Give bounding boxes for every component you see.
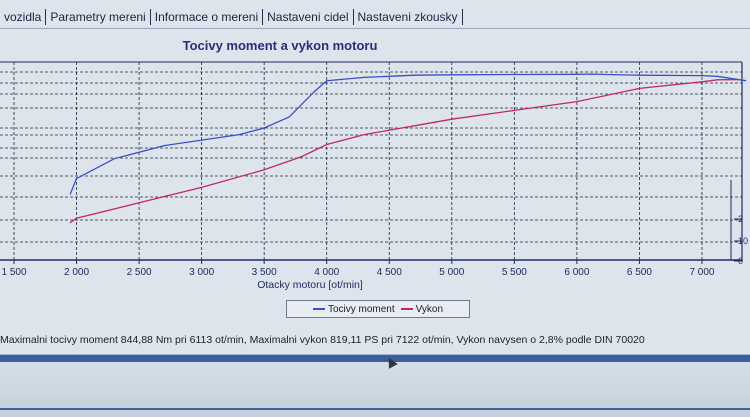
series-point: [75, 217, 78, 219]
x-tick-label: 3 500: [252, 267, 277, 278]
tab-separator: [461, 9, 463, 25]
tab-separator: [45, 9, 47, 25]
x-axis-label: Otacky motoru [ot/min]: [257, 279, 363, 291]
series-point: [451, 74, 453, 76]
series-point: [513, 73, 515, 76]
series-point: [326, 143, 328, 146]
x-tick-label: 2 000: [64, 267, 89, 278]
tab-separator: [352, 9, 354, 25]
series-point: [138, 202, 140, 204]
x-tick-label: 6 000: [564, 267, 589, 278]
series-point: [576, 73, 578, 75]
series-point: [716, 79, 718, 81]
x-tick-label: 1 500: [1, 267, 26, 278]
x-tick-label: 6 500: [627, 267, 652, 278]
legend-swatch-power: [400, 308, 413, 310]
right-tick-label: 0: [738, 256, 743, 266]
tab-nastaveni-zkousky[interactable]: Nastaveni zkousky: [357, 10, 458, 24]
series-point: [701, 75, 703, 77]
series-point: [451, 118, 453, 120]
tab-nastaveni-cidel[interactable]: Nastaveni cidel: [267, 10, 349, 24]
tab-separator: [262, 9, 264, 25]
bottom-panel-border: [0, 408, 750, 410]
right-tick-label: 10: [738, 236, 748, 246]
x-tick-label: 7 000: [689, 267, 714, 278]
series-point: [413, 74, 415, 76]
series-line-power: [69, 78, 740, 224]
chart-axes: [0, 61, 743, 261]
series-point: [716, 75, 718, 77]
legend-label-power: Vykon: [415, 303, 444, 315]
status-summary: Maximalni tocivy moment 844,88 Nm pri 61…: [0, 334, 645, 346]
series-point: [288, 116, 290, 118]
series-line-torque: [69, 73, 746, 195]
chart-grid: [0, 62, 742, 260]
x-tick-label: 2 500: [127, 267, 152, 278]
series-point: [263, 169, 265, 171]
series-point: [701, 81, 703, 83]
tab-separator: [149, 9, 151, 25]
tab-vozidla[interactable]: vozidla: [4, 10, 42, 24]
series-point: [326, 80, 328, 82]
legend-label-torque: Tocivy moment: [327, 303, 395, 315]
series-point: [69, 193, 71, 195]
series-point: [576, 101, 578, 103]
series-point: [638, 87, 641, 89]
series-point: [238, 134, 240, 136]
tab-bar-divider: [0, 28, 750, 29]
legend-swatch-torque: [312, 308, 325, 310]
tab-parametry-mereni[interactable]: Parametry mereni: [50, 10, 146, 24]
series-point: [363, 76, 365, 78]
series-point: [201, 186, 203, 188]
chart-x-ticks: 1 500 2 000 2 500 3 000 3 500 4 000 4 500 5 000…: [1, 260, 715, 278]
chart-canvas: 1 500 2 000 2 500 3 000 3 500 4 000 4 500 5 000…: [0, 61, 748, 291]
series-point: [201, 139, 203, 141]
series-point: [513, 109, 515, 111]
series-point: [75, 178, 78, 180]
status-bar: [0, 354, 750, 363]
chart-series: [69, 73, 747, 224]
series-point: [301, 156, 303, 158]
chart-right-ticks: 2 10 0: [734, 214, 748, 266]
series-point: [113, 158, 115, 160]
right-tick-label: 2: [738, 214, 743, 224]
tab-informace-o-mereni[interactable]: Informace o mereni: [154, 10, 259, 24]
bottom-panel: [0, 362, 750, 417]
series-point: [638, 74, 641, 76]
tab-bar: vozidla Parametry mereni Informace o mer…: [0, 6, 750, 28]
x-tick-label: 4 000: [314, 267, 339, 278]
series-point: [745, 80, 747, 82]
series-point: [163, 145, 165, 147]
x-tick-label: 4 500: [377, 267, 402, 278]
x-tick-label: 5 000: [439, 267, 464, 278]
x-tick-label: 3 000: [189, 267, 214, 278]
series-point: [590, 73, 592, 75]
series-point: [313, 91, 315, 93]
legend-item-torque: Tocivy moment: [312, 303, 395, 315]
series-point: [263, 127, 265, 129]
series-point: [738, 79, 741, 81]
chart-legend: Tocivy moment Vykon: [286, 300, 470, 318]
chart-title: Tocivy moment a vykon motoru: [182, 38, 378, 53]
series-point: [363, 134, 365, 136]
x-tick-label: 5 500: [502, 267, 527, 278]
legend-item-power: Vykon: [400, 303, 444, 315]
series-point: [413, 125, 415, 127]
series-point: [69, 222, 71, 224]
